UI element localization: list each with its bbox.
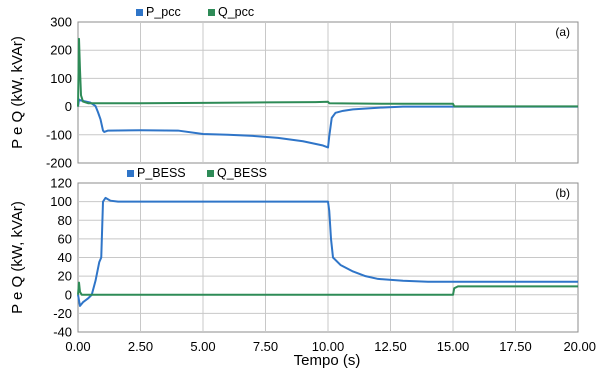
x-axis-label: Tempo (s) (294, 352, 361, 369)
y-tick-label: 0 (65, 99, 72, 114)
legend-label: P_BESS (137, 166, 186, 180)
panel-label: (a) (555, 25, 570, 39)
legend-swatch (208, 9, 215, 16)
legend-label: Q_pcc (218, 5, 254, 19)
y-tick-label: 20 (58, 269, 72, 284)
panel-b: 120 100 80 60 40 20 0 -20 -40 (b) P_BESS Q_BESS P e … (9, 166, 579, 340)
y-tick-label: 40 (58, 250, 72, 265)
y-tick-label: -200 (46, 156, 72, 171)
y-tick-label: 200 (50, 43, 72, 58)
x-tick-label: 20.00 (563, 339, 596, 354)
x-tick-labels: 0.00 2.50 5.00 7.50 10.00 12.50 15.00 17.50 20.0… (65, 339, 596, 354)
x-tick-label: 2.50 (128, 339, 153, 354)
y-tick-label: 100 (50, 194, 72, 209)
x-tick-label: 17.50 (499, 339, 532, 354)
legend-label: Q_BESS (217, 166, 267, 180)
series-line-q-pcc (77, 37, 578, 108)
y-tick-label: -40 (53, 325, 72, 340)
x-tick-label: 7.50 (253, 339, 278, 354)
y-axis-label: P e Q (kW, kVAr) (9, 36, 26, 149)
x-tick-label: 12.50 (374, 339, 407, 354)
legend-swatch (127, 170, 134, 177)
y-axis-label: P e Q (kW, kVAr) (9, 201, 26, 314)
legend-swatch (207, 170, 214, 177)
y-tick-label: -100 (46, 127, 72, 142)
legend-swatch (136, 9, 143, 16)
y-tick-label: 100 (50, 71, 72, 86)
y-tick-label: 0 (65, 287, 72, 302)
x-tick-label: 10.00 (312, 339, 345, 354)
y-tick-label: 60 (58, 231, 72, 246)
y-tick-label: -20 (53, 306, 72, 321)
legend-label: P_pcc (146, 5, 181, 19)
x-tick-label: 0.00 (65, 339, 90, 354)
y-tick-label: 120 (50, 176, 72, 191)
series-line-p-pcc (77, 98, 578, 149)
y-tick-label: 300 (50, 15, 72, 30)
series-line-q-bess (77, 281, 578, 296)
x-tick-label: 15.00 (437, 339, 470, 354)
y-tick-label: 80 (58, 213, 72, 228)
x-tick-label: 5.00 (190, 339, 215, 354)
panel-label: (b) (555, 186, 570, 200)
panel-a: 300 200 100 0 -100 -200 (a) P_pcc Q_pcc P e Q (kW… (9, 5, 579, 171)
